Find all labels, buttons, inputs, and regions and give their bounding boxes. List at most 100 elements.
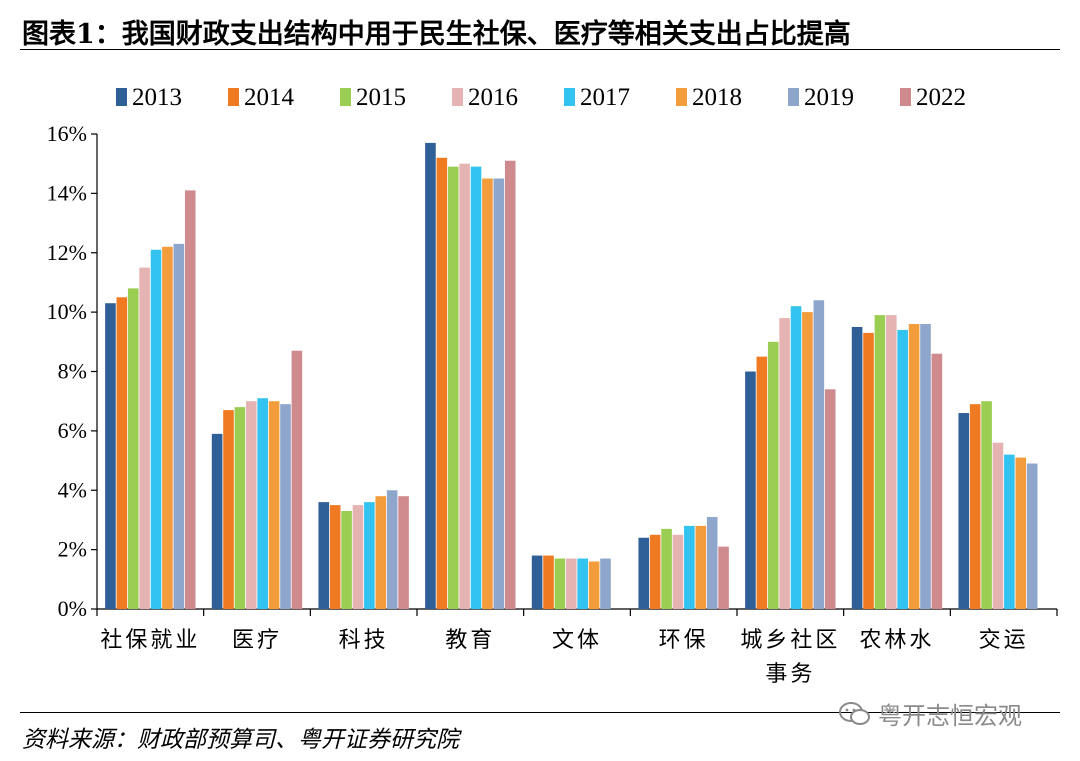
x-tick-label: 教育 [445,628,495,653]
legend-label: 2017 [580,84,630,111]
bar [234,407,246,609]
legend-label: 2014 [244,84,295,111]
bar [813,300,825,609]
bar [482,178,493,609]
bar [756,356,768,609]
bar [1004,454,1015,609]
bar [969,404,981,609]
title-rule [20,49,1060,50]
bar [779,318,790,609]
legend-swatch [228,88,239,106]
bar [329,505,341,609]
chart-title: 图表1：我国财政支出结构中用于民生社保、医疗等相关支出占比提高 [22,19,851,50]
bar [470,166,482,609]
bar [992,442,1004,609]
x-tick-label: 文体 [552,628,602,653]
bar [958,413,970,609]
wechat-icon [839,701,870,725]
x-tick-label: 医疗 [232,628,282,653]
bar [291,350,303,609]
bar [638,537,650,609]
bar [398,496,409,609]
bar [504,160,516,609]
bar [981,401,992,609]
bar [863,332,874,609]
bar [851,326,863,609]
legend-swatch [564,88,575,106]
x-tick-label: 科技 [339,628,389,653]
watermark: 粤开志恒宏观 [838,696,1022,731]
bar [139,267,150,609]
bar [447,166,459,609]
bar [1026,463,1038,609]
bar [364,502,375,609]
bar [150,249,162,609]
bar [661,528,672,609]
bar [684,525,695,609]
bar [824,389,836,609]
legend-label: 2015 [356,84,406,111]
y-tick-label: 4% [58,477,87,502]
watermark-text: 粤开志恒宏观 [878,702,1022,730]
bar [588,561,600,609]
x-tick-label: 农林水 [859,628,934,653]
bar [162,246,173,609]
bar [554,558,566,609]
x-tick-label: 事务 [765,662,815,687]
y-tick-label: 8% [58,359,87,384]
bar [790,306,802,609]
bar [211,433,223,609]
bar [1015,457,1027,609]
bar [223,410,234,609]
bar [184,190,196,609]
bar [493,178,505,609]
x-tick-label: 环保 [659,628,709,653]
bar [908,324,920,609]
legend-swatch [340,88,351,106]
bar [375,496,387,609]
bar [897,329,908,609]
x-tick-label: 社保就业 [100,628,200,653]
bar [459,163,470,609]
legend-label: 2013 [132,84,182,111]
y-axis: 0% 2% 4% 6% 8% 10% 12% 14% 16% [47,121,98,621]
y-tick-label: 2% [58,537,87,562]
bar [600,558,611,609]
bar [318,502,330,609]
legend-label: 2016 [468,84,518,111]
y-tick-label: 12% [47,240,87,265]
bar [649,534,661,609]
bar [127,288,139,609]
bars [105,142,1038,609]
bar [767,341,779,609]
bar [695,525,707,609]
bar [173,243,185,609]
y-tick-label: 0% [58,596,87,621]
bar-chart: 2013 2014 2015 2016 2017 2018 2019 2022 0% 2% 4% 6… [47,84,1058,687]
bar [931,353,943,609]
bar [566,558,577,609]
bar [257,398,268,609]
source-note: 资料来源：财政部预算司、粤开证券研究院 [22,727,459,753]
bar [577,558,588,609]
legend-swatch [900,88,911,106]
legend-swatch [676,88,687,106]
legend-swatch [452,88,463,106]
y-tick-label: 16% [47,121,87,146]
bar [672,534,684,609]
legend: 2013 2014 2015 2016 2017 2018 2019 2022 [116,84,966,111]
legend-label: 2018 [692,84,742,111]
bar [718,546,729,609]
legend-label: 2022 [916,84,966,111]
bar [543,555,554,609]
bar [352,505,364,609]
bar [280,404,291,609]
y-tick-label: 10% [47,299,87,324]
legend-swatch [116,88,127,106]
bar [341,511,352,609]
bar [425,142,436,609]
bar [886,315,897,609]
x-tick-label: 交运 [979,628,1029,653]
bar [436,157,448,609]
